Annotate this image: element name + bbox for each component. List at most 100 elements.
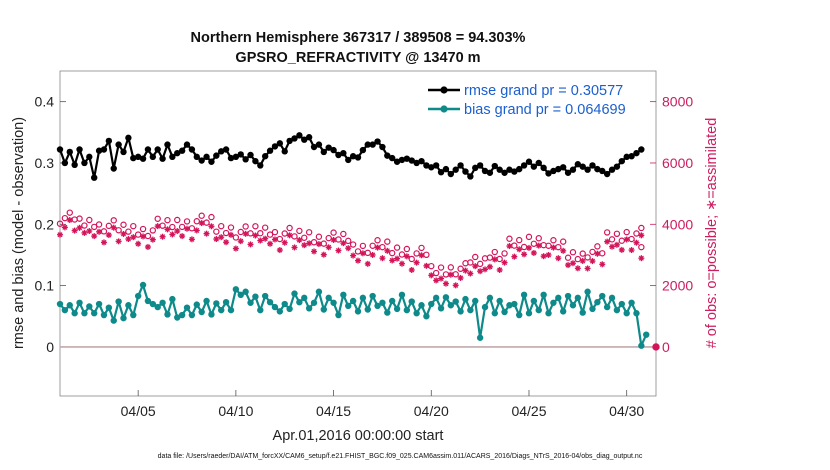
- obs-possible-marker: [418, 244, 425, 252]
- rmse-point: [530, 163, 538, 170]
- legend: rmse grand pr = 0.30577 bias grand pr = …: [428, 83, 626, 118]
- obs-possible-marker: [305, 229, 313, 236]
- bias-point: [203, 297, 210, 305]
- bias-point: [139, 281, 147, 289]
- obs-assimilated-marker: [369, 251, 376, 258]
- bias-point: [237, 291, 244, 299]
- obs-assimilated-marker: [325, 244, 332, 251]
- obs-possible-marker: [276, 235, 284, 243]
- obs-assimilated-marker: [628, 247, 635, 254]
- bias-point: [359, 294, 367, 302]
- rmse-point: [188, 146, 196, 153]
- rmse-point: [198, 157, 205, 164]
- obs-possible-marker: [139, 225, 147, 233]
- bias-point: [188, 311, 196, 319]
- rmse-point: [227, 154, 235, 162]
- bias-point: [315, 288, 323, 295]
- bias-point: [589, 305, 596, 313]
- bias-point: [340, 291, 347, 299]
- obs-assimilated-marker: [218, 234, 225, 241]
- obs-assimilated-marker: [76, 224, 83, 231]
- rmse-point: [418, 157, 425, 165]
- obs-assimilated-marker: [208, 223, 215, 230]
- bias-point: [530, 297, 538, 305]
- obs-assimilated-marker: [516, 246, 523, 253]
- obs-possible-marker: [149, 227, 157, 234]
- obs-possible-marker: [408, 255, 415, 263]
- obs-possible-marker: [252, 223, 259, 230]
- obs-possible-marker: [183, 218, 191, 225]
- rmse-point: [428, 164, 435, 171]
- obs-assimilated-marker: [364, 260, 371, 267]
- rmse-point: [511, 168, 518, 175]
- obs-possible-marker: [520, 243, 528, 251]
- rmse-point: [467, 173, 474, 180]
- rmse-point: [384, 152, 391, 159]
- bias-point: [398, 291, 406, 299]
- rmse-point: [222, 146, 230, 153]
- obs-possible-marker: [291, 233, 298, 240]
- bias-point: [428, 300, 435, 308]
- bias-point: [242, 288, 249, 295]
- bias-point: [154, 303, 161, 311]
- rmse-point: [525, 158, 533, 165]
- rmse-point: [545, 170, 552, 177]
- bias-point: [266, 298, 274, 306]
- bias-point: [320, 306, 328, 313]
- bias-point: [476, 334, 484, 341]
- bias-point: [520, 291, 528, 299]
- obs-possible-marker: [623, 228, 630, 236]
- obs-possible-marker: [203, 219, 210, 226]
- obs-assimilated-marker: [247, 241, 254, 248]
- bias-point: [447, 302, 455, 309]
- bias-point: [213, 300, 220, 307]
- obs-possible-marker: [564, 254, 572, 261]
- rmse-point: [393, 158, 401, 165]
- obs-assimilated-marker: [237, 238, 244, 245]
- obs-assimilated-marker: [633, 239, 640, 246]
- bias-point: [437, 305, 445, 312]
- x-tick-label: 04/30: [609, 403, 644, 419]
- obs-zero-marker: [652, 343, 660, 351]
- bias-point: [452, 298, 459, 305]
- rmse-point: [349, 153, 357, 160]
- obs-assimilated-marker: [144, 243, 151, 250]
- bias-point: [301, 294, 308, 302]
- obs-possible-marker: [501, 250, 508, 257]
- bias-point: [388, 297, 396, 305]
- bias-point: [535, 306, 542, 314]
- bias-point: [90, 310, 98, 317]
- rmse-point: [305, 134, 313, 141]
- obs-assimilated-marker: [140, 233, 147, 240]
- rmse-point: [623, 153, 630, 161]
- obs-assimilated-marker: [164, 226, 171, 233]
- bias-point: [76, 299, 83, 306]
- obs-assimilated-marker: [86, 228, 93, 235]
- obs-assimilated-marker: [105, 232, 112, 239]
- bias-point: [384, 309, 391, 316]
- obs-possible-marker: [271, 228, 279, 236]
- obs-possible-marker: [188, 225, 196, 232]
- obs-assimilated-marker: [296, 237, 303, 244]
- bias-point: [100, 311, 108, 319]
- obs-possible-marker: [95, 221, 103, 228]
- obs-possible-marker: [56, 220, 64, 227]
- rmse-point: [90, 174, 98, 181]
- bias-point: [286, 305, 293, 313]
- bias-point: [222, 298, 230, 306]
- x-tick-label: 04/25: [511, 403, 546, 419]
- bias-point: [525, 310, 533, 317]
- bias-point: [364, 306, 371, 313]
- obs-possible-marker: [364, 249, 371, 257]
- rmse-point: [203, 153, 210, 161]
- obs-assimilated-marker: [565, 262, 572, 269]
- rmse-point: [589, 162, 596, 169]
- obs-possible-marker: [379, 243, 386, 251]
- rmse-point: [638, 146, 645, 153]
- bias-point: [462, 295, 469, 303]
- obs-assimilated-marker: [609, 243, 616, 250]
- obs-assimilated-marker: [149, 236, 156, 243]
- bias-point: [491, 310, 498, 317]
- obs-assimilated-marker: [130, 234, 137, 241]
- bias-point: [423, 313, 430, 320]
